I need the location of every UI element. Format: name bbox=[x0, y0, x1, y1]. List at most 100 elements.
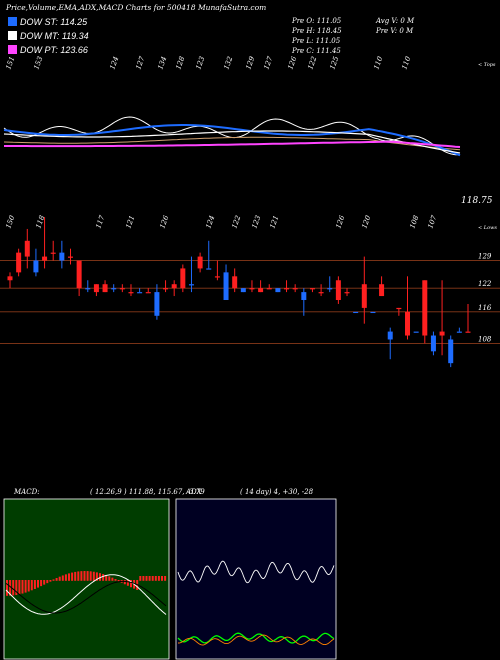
macd-bar-18 bbox=[61, 575, 64, 581]
macd-bar-43 bbox=[139, 576, 142, 581]
top-label-7: 132 bbox=[222, 55, 234, 71]
macd-bar-20 bbox=[68, 573, 70, 581]
candle-body-20 bbox=[180, 268, 186, 289]
macd-bar-50 bbox=[161, 576, 163, 581]
macd-bar-44 bbox=[142, 576, 145, 581]
macd-line bbox=[5, 574, 167, 615]
macd-bar-39 bbox=[126, 580, 129, 586]
candle-body-28 bbox=[249, 288, 255, 290]
macd-bar-47 bbox=[151, 576, 154, 581]
macd-bar-19 bbox=[64, 574, 67, 581]
candle-body-1 bbox=[16, 252, 22, 273]
low-label-9: 126 bbox=[334, 214, 346, 230]
pre-open: Pre O: 111.05 bbox=[292, 17, 342, 25]
candle-body-10 bbox=[93, 284, 99, 293]
level-label-1: 122 bbox=[478, 280, 492, 288]
candle-body-16 bbox=[145, 292, 151, 294]
candle-body-34 bbox=[301, 292, 307, 300]
candle-body-42 bbox=[370, 311, 376, 314]
macd-bar-33 bbox=[108, 576, 111, 581]
macd-bar-29 bbox=[95, 572, 98, 581]
top-label-13: 110 bbox=[372, 55, 384, 71]
legend-dow-pt: DOW PT: 123.66 bbox=[8, 45, 88, 55]
candle-body-0 bbox=[7, 276, 13, 281]
candle-body-40 bbox=[353, 311, 359, 314]
candle-body-8 bbox=[76, 260, 82, 289]
macd-bar-6 bbox=[24, 580, 27, 593]
candle-body-27 bbox=[240, 288, 246, 293]
macd-bar-40 bbox=[130, 580, 132, 588]
top-label-2: 124 bbox=[108, 55, 120, 70]
candle-body-50 bbox=[439, 331, 445, 336]
macd-bar-0 bbox=[6, 580, 8, 596]
top-label-8: 129 bbox=[244, 55, 256, 71]
candle-body-48 bbox=[422, 280, 428, 336]
macd-bar-7 bbox=[27, 580, 30, 592]
top-label-6: 123 bbox=[194, 55, 206, 71]
macd-values: ( 12.26,9 ) 111.88, 115.67, -3.79 bbox=[90, 488, 205, 496]
low-label-2: 117 bbox=[94, 214, 106, 230]
top-label-14: 110 bbox=[400, 55, 412, 71]
macd-bar-13 bbox=[46, 580, 49, 584]
macd-bar-3 bbox=[15, 580, 18, 595]
macd-bar-24 bbox=[80, 571, 83, 581]
candle-body-9 bbox=[85, 288, 91, 290]
legend-dow-mt-swatch bbox=[8, 31, 17, 40]
low-label-7: 123 bbox=[250, 214, 262, 230]
candle-body-39 bbox=[344, 292, 350, 294]
legend-dow-pt-label: DOW PT: 123.66 bbox=[20, 45, 88, 55]
macd-label: MACD: bbox=[14, 488, 40, 496]
macd-bar-2 bbox=[12, 580, 15, 596]
macd-bar-5 bbox=[21, 580, 24, 594]
candle-body-31 bbox=[275, 288, 281, 293]
minus-di-line bbox=[178, 634, 335, 646]
macd-bar-23 bbox=[77, 571, 80, 581]
candle-body-44 bbox=[387, 331, 393, 340]
candle-body-7 bbox=[67, 256, 73, 258]
legend-dow-mt: DOW MT: 119.34 bbox=[8, 31, 89, 41]
avg-volume: Avg V: 0 M bbox=[376, 17, 415, 25]
candle-body-23 bbox=[206, 268, 212, 270]
macd-bar-1 bbox=[9, 580, 12, 596]
legend-dow-pt-swatch bbox=[8, 45, 17, 54]
pre-volume: Pre V: 0 M bbox=[376, 27, 414, 35]
candle-body-41 bbox=[361, 284, 367, 308]
candle-body-11 bbox=[102, 284, 108, 293]
candle-body-49 bbox=[430, 335, 436, 352]
candle-body-38 bbox=[335, 280, 341, 300]
legend-dow-st-label: DOW ST: 114.25 bbox=[20, 17, 88, 27]
macd-bar-51 bbox=[164, 576, 167, 581]
macd-bar-22 bbox=[74, 571, 77, 581]
candle-body-24 bbox=[214, 276, 220, 278]
adx-label: ADX bbox=[186, 488, 202, 496]
macd-bar-17 bbox=[58, 576, 61, 581]
last-price-label: 118.75 bbox=[461, 196, 493, 206]
candle-body-14 bbox=[128, 292, 134, 294]
candle-body-36 bbox=[318, 292, 324, 294]
macd-bar-10 bbox=[37, 580, 39, 588]
level-label-3: 108 bbox=[478, 335, 492, 343]
candle-body-13 bbox=[119, 288, 125, 290]
macd-bar-46 bbox=[148, 576, 151, 581]
macd-panel bbox=[3, 498, 170, 660]
macd-bar-36 bbox=[117, 580, 120, 582]
top-label-3: 127 bbox=[134, 55, 146, 71]
pre-high: Pre H: 118.45 bbox=[292, 27, 342, 35]
candle-body-19 bbox=[171, 284, 177, 289]
low-label-6: 122 bbox=[230, 214, 242, 230]
dow-mt-line bbox=[3, 130, 461, 154]
candle-body-47 bbox=[413, 331, 419, 333]
low-label-8: 121 bbox=[268, 214, 280, 229]
candle-body-21 bbox=[188, 284, 194, 286]
dow-st-line bbox=[3, 124, 461, 157]
candle-body-37 bbox=[327, 288, 333, 290]
low-label-3: 121 bbox=[124, 214, 136, 229]
macd-bar-45 bbox=[145, 576, 148, 581]
top-label-1: 153 bbox=[32, 55, 44, 71]
top-label-5: 128 bbox=[174, 55, 186, 71]
legend-dow-st: DOW ST: 114.25 bbox=[8, 17, 87, 27]
pre-low: Pre L: 111.05 bbox=[292, 37, 341, 45]
candle-body-52 bbox=[456, 331, 462, 333]
legend-dow-mt-label: DOW MT: 119.34 bbox=[20, 31, 89, 41]
